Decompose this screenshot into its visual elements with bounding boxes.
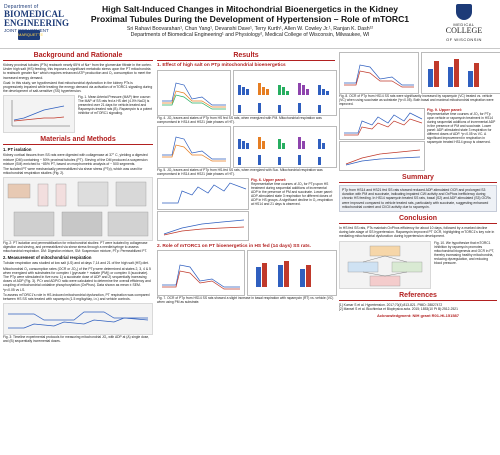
fig5-trace	[162, 136, 226, 162]
fig3-plot	[8, 311, 149, 329]
methods-bullet-2: The isolated PT were mechanically permea…	[3, 167, 143, 176]
fig4-trace-plot	[157, 70, 231, 116]
fig1-plot	[11, 100, 70, 127]
logo-dept-name: BIOMEDICAL ENGINEERING	[4, 9, 70, 28]
summary-text: PTp from HS14 and HS21 fed SS rats showe…	[342, 188, 491, 209]
fig4-caption: Fig. 4. JO₂ traces and states of PTp fro…	[157, 116, 322, 124]
column-middle: Results 1. Effect of high salt on PTp mi…	[157, 52, 337, 304]
column-left: Background and Rationale Kidney proximal…	[3, 52, 153, 343]
poster-title-line1: High Salt-Induced Changes in Mitochondri…	[101, 4, 399, 14]
poster-title-line2: Proximal Tubules During the Development …	[90, 14, 410, 24]
fig4-bar-panels	[233, 70, 337, 116]
fig4-trace	[162, 82, 226, 110]
methods-sub2: 2. Measurement of mitochondrial respirat…	[3, 255, 92, 261]
fig5-bars	[238, 137, 325, 165]
results-effect-heading: 1. Effect of high salt on PTp mitochondr…	[157, 63, 286, 68]
summary-heading: Summary	[339, 174, 497, 183]
header: Department of BIOMEDICAL ENGINEERING JOI…	[0, 0, 500, 49]
fig4-bars	[238, 83, 329, 113]
column-right: Fig. 8. OCR of PTp from HS14 SS rats wer…	[339, 52, 500, 318]
fig6-caption: Representative time courses of JO₂ for P…	[251, 182, 333, 206]
acknowledgment: Acknowledgment: NIH grant R01-HL151587	[376, 312, 460, 318]
mcw-logo: MEDICAL COLLEGE OF WISCONSIN	[432, 4, 496, 44]
fig3-caption: Fig. 3: Timeline experimental protocols …	[3, 335, 150, 344]
marquette-badge: MARQUETTE	[18, 30, 43, 40]
fig9-caption: Representative time courses of JO₂ for P…	[427, 112, 496, 144]
background-heading: Background and Rationale	[3, 52, 153, 61]
fig5-caption: Fig. 5. JO₂ traces and states of PTp fro…	[157, 168, 323, 176]
reference-2: [2] Mansel S et al. Biochimica et Biophy…	[339, 306, 458, 311]
fig10-caption: Fig. 10. We hypothesize that mTORC1 inhi…	[434, 240, 495, 265]
authors: Sri Rahavi Boovarahan¹, Chun Yang¹, Deva…	[126, 26, 374, 32]
fig2-diagram	[7, 182, 149, 237]
fig2-caption: Fig. 2: PT isolation and permeabilizatio…	[3, 241, 148, 254]
fig9-lower-plot	[339, 141, 425, 171]
fig5-bar-panels	[233, 126, 337, 168]
methods-bullet-3: Tubular respiration was studied at low s…	[3, 261, 149, 266]
fig6-heading: Fig. 6. Upper panel:	[251, 178, 287, 182]
background-bullet-2: Goal: In this study, we hypothesized tha…	[3, 80, 153, 94]
fig9-lower-lines	[345, 149, 421, 166]
methods-sub1: 1. PT isolation	[3, 147, 32, 153]
fig8-trace-plot	[339, 52, 419, 94]
fig10-hypothesis-diagram	[339, 240, 431, 289]
fig9-upper-trace	[344, 112, 423, 136]
logo-college: COLLEGE	[445, 26, 483, 35]
fig1-caption: Fig. 1. Mean Arterial Pressure (MAP) tim…	[78, 95, 153, 116]
mcw-crest-icon	[456, 4, 472, 20]
fig5-trace-plot	[157, 126, 231, 168]
conclusion-heading: Conclusion	[339, 215, 497, 225]
title-block: High Salt-Induced Changes in Mitochondri…	[74, 4, 426, 38]
fig8-bars	[428, 59, 479, 87]
fig8-bar-plot	[421, 52, 500, 94]
fig3-protocol-timeline	[3, 303, 153, 336]
fig1-map-chart	[3, 95, 75, 134]
logo-medical: MEDICAL	[453, 22, 475, 27]
fig8-trace	[344, 64, 414, 88]
background-bullet-1: Kidney proximal tubules (PTs) reabsorb n…	[3, 63, 152, 80]
results-role-heading: 2. Role of mTORC1 on PT bioenergetics in…	[157, 244, 311, 249]
fig9-heading: Fig. 9. Upper panel:	[427, 108, 463, 112]
methods-heading: Materials and Methods	[3, 136, 153, 146]
departments: Departments of Biomedical Engineering¹ a…	[130, 32, 370, 38]
fig8-caption: Fig. 8. OCR of PTp from HS14 SS rats wer…	[339, 94, 494, 106]
fig7-trace-plot	[157, 250, 245, 296]
reference-1: [1] Kumar S et al. Hypertension. 2017;70…	[339, 302, 443, 307]
logo-dept-label: Department of	[4, 4, 39, 10]
results-heading: Results	[157, 52, 335, 61]
fig6-lower-lines	[163, 219, 245, 236]
fig6-upper-plot	[157, 178, 249, 210]
methods-bullet-4: Mitochondrial O₂ consumption rates (OCR …	[3, 266, 151, 292]
fig7-bar-plot	[247, 250, 337, 296]
summary-box: PTp from HS14 and HS21 fed SS rats showe…	[339, 185, 497, 213]
biomedical-engineering-logo: Department of BIOMEDICAL ENGINEERING JOI…	[4, 4, 70, 44]
conclusion-text: In HS fed SS rats, PTs maintain OxPhos e…	[339, 226, 495, 239]
fig9-upper-plot	[339, 108, 425, 140]
methods-bullet-5: To assess mTORC1's role in HS-induced mi…	[3, 292, 150, 302]
fig7-caption: Fig. 7. OCR of PTp from HS14 SS rats sho…	[157, 296, 334, 304]
references-heading: References	[339, 292, 497, 301]
fig2-isolation-diagram	[3, 177, 153, 242]
fig10-diagram	[347, 245, 423, 286]
logo-wisconsin: OF WISCONSIN	[446, 37, 482, 42]
fig6-lower-plot	[157, 211, 249, 241]
fig6-upper-trace	[162, 182, 247, 204]
fig7-bars	[256, 261, 311, 287]
methods-bullet-1: Kidney cortical tissues from SS rats wer…	[3, 153, 148, 166]
fig7-trace	[162, 264, 240, 290]
